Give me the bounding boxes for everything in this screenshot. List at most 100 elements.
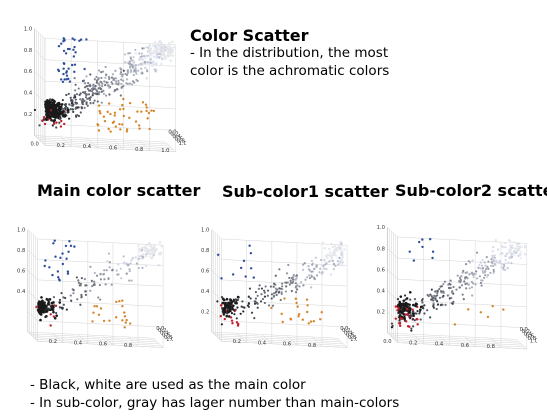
scatter-point — [160, 49, 163, 52]
scatter-point — [54, 109, 58, 113]
scatter-point — [92, 311, 95, 314]
scatter-point — [80, 293, 83, 297]
scatter-point — [289, 317, 292, 320]
scatter-point — [160, 44, 163, 47]
scatter-point — [320, 272, 324, 275]
scatter-point — [225, 314, 228, 318]
scatter-point — [79, 98, 82, 101]
scatter-point — [391, 324, 394, 328]
scatter-point — [120, 277, 123, 280]
scatter-point — [112, 77, 115, 80]
scatter-point — [140, 255, 143, 258]
scatter-point — [137, 249, 140, 253]
scatter-point — [491, 262, 494, 265]
scatter-point — [294, 282, 297, 285]
scatter-point — [95, 90, 99, 93]
scatter-point — [73, 63, 77, 66]
scatter-point — [504, 254, 507, 258]
scatter-point — [306, 304, 309, 307]
scatter-point — [159, 40, 162, 44]
scatter-point — [459, 279, 462, 283]
scatter-point — [93, 99, 96, 102]
scatter-point — [230, 319, 234, 322]
scatter-point — [113, 111, 117, 114]
scatter-point — [516, 245, 519, 248]
scatter-point — [514, 251, 518, 254]
scatter-point — [320, 311, 323, 314]
scatter-point — [427, 295, 430, 298]
scatter-svg: 0.20.40.60.81.00.2 0.4 0.6 0.80.00.20.40.60… — [201, 228, 357, 349]
scatter-point — [84, 293, 88, 296]
scatter-point — [314, 256, 317, 259]
scatter-point — [272, 282, 276, 285]
scatter-point — [138, 127, 141, 130]
scatter-point — [128, 60, 131, 63]
scatter-point — [519, 251, 522, 254]
scatter-point — [239, 266, 243, 270]
scatter-point — [57, 111, 60, 115]
scatter-point — [297, 315, 300, 318]
scatter-point — [103, 80, 106, 83]
scatter-point — [221, 310, 224, 313]
scatter-point — [50, 104, 53, 107]
scatter-point — [37, 300, 41, 303]
scatter-point — [310, 274, 313, 277]
scatter-point — [145, 253, 148, 256]
scatter-point — [134, 71, 138, 74]
scatter-point — [323, 263, 326, 266]
scatter-point — [168, 49, 171, 52]
scatter-point — [460, 284, 464, 287]
scatter-point — [52, 122, 56, 125]
scatter-point — [323, 259, 326, 262]
scatter-point — [132, 55, 135, 59]
scatter-point — [85, 93, 88, 96]
scatter-point — [150, 254, 153, 257]
scatter-point — [442, 282, 445, 286]
scatter-point — [145, 247, 149, 250]
scatter-point — [227, 310, 230, 314]
scatter-point — [484, 274, 487, 277]
scatter-point — [69, 108, 72, 111]
scatter-point — [51, 124, 54, 127]
scatter-point — [65, 74, 69, 77]
y-tick-label: 0.4 — [201, 289, 210, 295]
scatter-point — [320, 258, 323, 262]
scatter-point — [102, 319, 106, 323]
scatter-point — [154, 70, 157, 73]
scatter-point — [63, 78, 66, 81]
scatter-point — [121, 123, 124, 126]
scatter-point — [37, 311, 41, 314]
scatter-point — [73, 94, 76, 97]
scatter-point — [169, 46, 172, 49]
scatter-point — [148, 44, 152, 47]
scatter-point — [79, 111, 82, 114]
scatter-point — [111, 121, 115, 124]
y-tick-label: 0.8 — [201, 248, 209, 254]
y-tick-label: 1.0 — [377, 225, 385, 231]
scatter-point — [63, 62, 66, 66]
y-tick-label: 1.0 — [17, 228, 25, 234]
scatter-point — [270, 293, 273, 296]
scatter-point — [154, 40, 157, 44]
x-tick-label: 0.8 — [487, 344, 495, 350]
scatter-point — [55, 121, 58, 124]
scatter-point — [460, 274, 463, 278]
scatter-point — [149, 58, 152, 61]
scatter-point — [66, 108, 70, 112]
scatter-point — [40, 304, 43, 307]
scatter-point — [124, 72, 127, 76]
scatter-point — [81, 98, 84, 101]
scatter-point — [63, 122, 66, 126]
scatter-point — [504, 268, 507, 272]
scatter-point — [157, 46, 160, 49]
scatter-point — [507, 261, 510, 264]
scatter-point — [400, 317, 404, 321]
scatter-point — [133, 69, 136, 72]
scatter-point — [137, 64, 140, 67]
scatter-point — [329, 259, 332, 262]
scatter-point — [220, 307, 224, 310]
scatter-point — [127, 263, 130, 266]
scatter-point — [226, 302, 229, 305]
scatter-svg: 0.40.60.81.00.2 0.4 0.6 0.80.00.20.40.60.81… — [17, 228, 173, 349]
scatter-point — [53, 118, 57, 122]
